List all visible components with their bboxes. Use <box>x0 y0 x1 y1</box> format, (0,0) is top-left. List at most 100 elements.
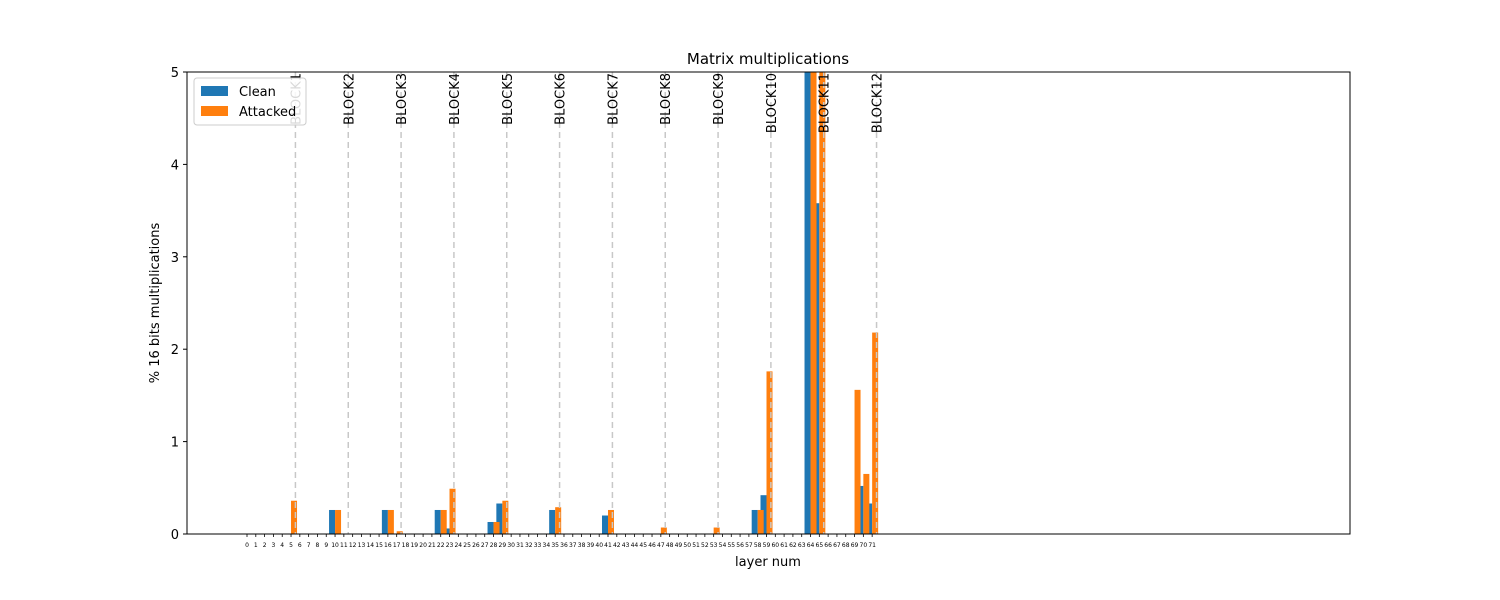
xtick-label-52: 52 <box>701 542 709 549</box>
block-marker-label-block3: BLOCK3 <box>395 73 410 125</box>
xtick-label-32: 32 <box>525 542 533 549</box>
bar-attacked-10 <box>335 509 342 534</box>
xtick-label-34: 34 <box>543 542 551 549</box>
xtick-label-51: 51 <box>692 542 700 549</box>
bar-clean-16 <box>381 509 388 534</box>
xtick-label-29: 29 <box>499 542 507 549</box>
ytick-label-5: 5 <box>171 66 179 81</box>
xtick-label-49: 49 <box>675 542 683 549</box>
xtick-label-0: 0 <box>245 542 249 549</box>
block-marker-label-block4: BLOCK4 <box>448 73 463 125</box>
xtick-label-61: 61 <box>780 542 788 549</box>
xtick-label-46: 46 <box>648 542 656 549</box>
bar-attacked-65 <box>819 72 826 534</box>
legend-swatch-clean <box>201 86 228 96</box>
xtick-label-40: 40 <box>595 542 603 549</box>
xtick-label-2: 2 <box>263 542 267 549</box>
legend-label-attacked: Attacked <box>239 105 296 120</box>
xtick-label-5: 5 <box>289 542 293 549</box>
bar-attacked-41 <box>608 509 614 534</box>
xtick-label-6: 6 <box>298 542 302 549</box>
bar-attacked-5 <box>291 500 298 534</box>
xtick-label-18: 18 <box>402 542 410 549</box>
block-markers-group: BLOCK1BLOCK2BLOCK3BLOCK4BLOCK5BLOCK6BLOC… <box>289 72 886 534</box>
xtick-label-56: 56 <box>736 542 744 549</box>
xtick-label-68: 68 <box>842 542 850 549</box>
xtick-label-10: 10 <box>331 542 339 549</box>
xtick-label-26: 26 <box>472 542 480 549</box>
plot-frame <box>186 71 1351 535</box>
xtick-label-33: 33 <box>534 542 542 549</box>
xtick-label-36: 36 <box>560 542 568 549</box>
bar-clean-28 <box>487 521 494 534</box>
xtick-label-35: 35 <box>551 542 559 549</box>
bar-attacked-47 <box>660 527 667 534</box>
bar-clean-35 <box>549 509 556 534</box>
xtick-label-66: 66 <box>824 542 832 549</box>
bar-clean-64 <box>804 72 811 534</box>
xtick-label-3: 3 <box>272 542 276 549</box>
xtick-label-53: 53 <box>710 542 718 549</box>
xtick-label-58: 58 <box>754 542 762 549</box>
ytick-label-3: 3 <box>171 251 179 266</box>
bar-attacked-53 <box>713 527 720 534</box>
xtick-label-16: 16 <box>384 542 392 549</box>
block-marker-label-block12: BLOCK12 <box>871 73 886 133</box>
xtick-label-45: 45 <box>639 542 647 549</box>
legend: Clean Attacked <box>193 77 307 126</box>
xtick-label-60: 60 <box>771 542 779 549</box>
bars-group <box>291 72 879 534</box>
xtick-label-9: 9 <box>324 542 328 549</box>
xtick-label-17: 17 <box>393 542 401 549</box>
bar-attacked-64 <box>810 72 817 534</box>
xtick-label-69: 69 <box>851 542 859 549</box>
block-marker-label-block5: BLOCK5 <box>501 73 516 125</box>
bar-clean-58 <box>751 509 758 534</box>
xtick-label-8: 8 <box>316 542 320 549</box>
bar-attacked-22 <box>440 509 447 534</box>
xtick-label-42: 42 <box>613 542 621 549</box>
chart-title: Matrix multiplications <box>687 50 849 68</box>
y-axis-label: % 16 bits multiplications <box>148 223 163 384</box>
xtick-label-20: 20 <box>419 542 427 549</box>
block-marker-label-block6: BLOCK6 <box>554 73 569 125</box>
bar-attacked-69 <box>854 389 861 534</box>
xtick-label-38: 38 <box>578 542 586 549</box>
legend-swatch-attacked <box>201 106 228 116</box>
xtick-label-71: 71 <box>868 542 876 549</box>
xtick-label-12: 12 <box>349 542 357 549</box>
xtick-label-19: 19 <box>410 542 418 549</box>
y-axis: 0 1 2 3 4 5 <box>171 66 187 543</box>
xtick-label-64: 64 <box>807 542 815 549</box>
xtick-label-44: 44 <box>631 542 639 549</box>
xtick-label-11: 11 <box>340 542 348 549</box>
xtick-label-39: 39 <box>587 542 595 549</box>
bar-attacked-70 <box>863 473 870 534</box>
xtick-label-4: 4 <box>280 542 284 549</box>
xtick-label-30: 30 <box>507 542 515 549</box>
ytick-label-2: 2 <box>171 343 179 358</box>
x-axis: 0 1 2 3 4 5 6 7 8 9 10 11 12 13 14 15 16 17 18 19 20 21 22 23 24… <box>245 534 876 549</box>
x-axis-label: layer num <box>735 555 801 570</box>
xtick-label-57: 57 <box>745 542 753 549</box>
ytick-label-1: 1 <box>171 436 179 451</box>
bar-clean-41 <box>602 515 608 534</box>
xtick-label-59: 59 <box>763 542 771 549</box>
xtick-label-65: 65 <box>816 542 824 549</box>
bar-attacked-16 <box>387 509 394 534</box>
xtick-label-22: 22 <box>437 542 445 549</box>
xtick-label-48: 48 <box>666 542 674 549</box>
xtick-label-62: 62 <box>789 542 797 549</box>
ytick-label-4: 4 <box>171 158 179 173</box>
xtick-label-70: 70 <box>860 542 868 549</box>
bar-attacked-59 <box>766 371 773 534</box>
bar-attacked-17 <box>396 531 403 534</box>
xtick-label-54: 54 <box>719 542 727 549</box>
block-marker-label-block7: BLOCK7 <box>606 73 621 125</box>
xtick-label-27: 27 <box>481 542 489 549</box>
block-marker-label-block9: BLOCK9 <box>712 73 727 125</box>
block-marker-label-block11: BLOCK11 <box>818 73 833 133</box>
xtick-label-55: 55 <box>727 542 735 549</box>
xtick-label-24: 24 <box>454 542 462 549</box>
